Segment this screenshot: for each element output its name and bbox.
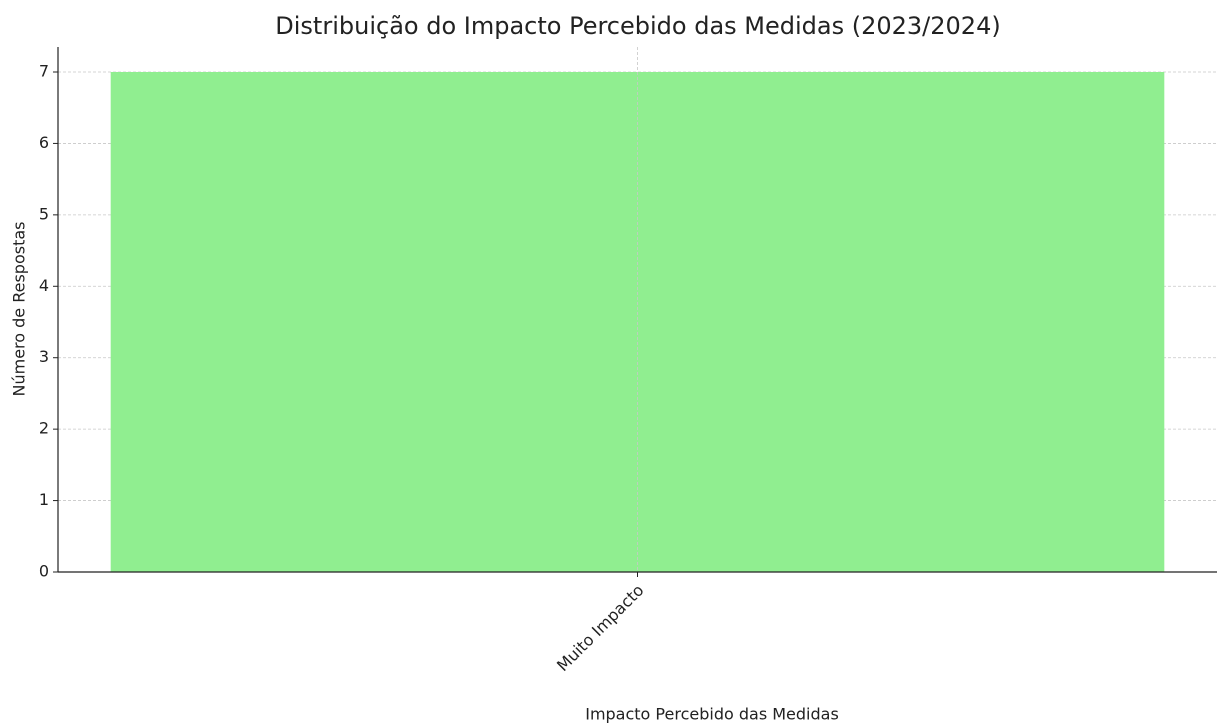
x-tick-label: Muito Impacto (553, 581, 648, 676)
y-tick-label: 0 (39, 562, 49, 581)
y-tick-label: 4 (39, 276, 49, 295)
y-tick-label: 6 (39, 133, 49, 152)
x-axis-label: Impacto Percebido das Medidas (585, 705, 839, 724)
chart-title: Distribuição do Impacto Percebido das Me… (275, 12, 1000, 40)
y-tick-label: 3 (39, 347, 49, 366)
y-axis-label: Número de Respostas (10, 222, 29, 397)
y-tick-label: 5 (39, 204, 49, 223)
y-tick-label: 1 (39, 490, 49, 509)
y-tick-label: 2 (39, 419, 49, 438)
y-tick-label: 7 (39, 62, 49, 81)
